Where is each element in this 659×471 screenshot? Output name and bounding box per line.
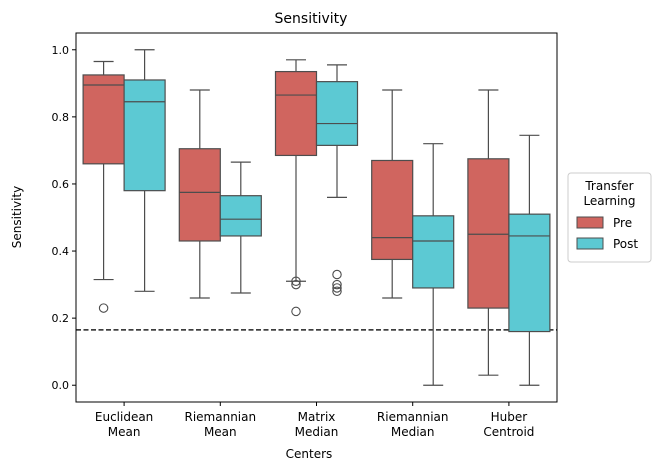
x-axis-label: Centers <box>286 447 333 461</box>
box-post-0 <box>123 49 166 292</box>
x-tick-label: Riemannian Mean <box>184 410 256 439</box>
y-axis-label: Sensitivity <box>10 186 24 248</box>
box-iqr <box>508 213 551 333</box>
box-iqr <box>178 148 221 242</box>
y-tick-label: 0.0 <box>52 379 70 392</box>
outlier-point <box>332 283 342 293</box>
box-pre-0 <box>82 60 125 313</box>
box-iqr <box>371 159 414 261</box>
y-tick-label: 0.6 <box>52 178 70 191</box>
legend-label-pre: Pre <box>613 216 632 230</box>
y-tick-label: 0.4 <box>52 245 70 258</box>
legend: Transfer Learning Pre Post <box>567 172 652 263</box>
outlier-point <box>332 286 342 297</box>
box-iqr <box>219 195 262 237</box>
x-tick-label: Riemannian Median <box>377 410 449 439</box>
y-tick-label: 0.2 <box>52 312 70 325</box>
outlier-point <box>332 269 342 280</box>
box-iqr <box>315 81 359 146</box>
box-post-1 <box>219 161 262 294</box>
legend-label-post: Post <box>613 237 638 251</box>
box-iqr <box>412 215 455 289</box>
plot-area: 0.0 0.2 0.4 0.6 0.8 1.0 Euclidean Mean Riemannia… <box>52 32 558 439</box>
x-tick-label: Euclidean Mean <box>95 410 153 439</box>
box-pre-1 <box>178 89 221 299</box>
outlier-point <box>291 279 301 290</box>
box-iqr <box>467 158 510 309</box>
outlier-point <box>291 306 301 317</box>
box-post-4 <box>508 134 551 386</box>
box-pre-3 <box>371 89 414 299</box>
legend-swatch-pre <box>576 216 604 229</box>
legend-swatch-post <box>576 237 604 250</box>
box-post-2 <box>315 64 359 297</box>
x-tick-label: Matrix Median <box>295 410 339 439</box>
box-post-3 <box>412 143 455 386</box>
outlier-point <box>291 276 301 286</box>
x-tick-label: Huber Centroid <box>483 410 534 439</box>
outlier-point <box>98 303 109 313</box>
box-iqr <box>82 74 125 165</box>
outlier-point <box>332 279 342 290</box>
box-pre-4 <box>467 89 510 376</box>
y-tick-label: 1.0 <box>52 44 70 57</box>
box-pre-2 <box>274 59 318 317</box>
legend-title: Transfer Learning <box>583 179 635 208</box>
chart-title: Sensitivity <box>275 11 348 27</box>
y-tick-label: 0.8 <box>52 111 70 124</box>
box-iqr <box>123 79 166 192</box>
box-iqr <box>274 70 318 157</box>
